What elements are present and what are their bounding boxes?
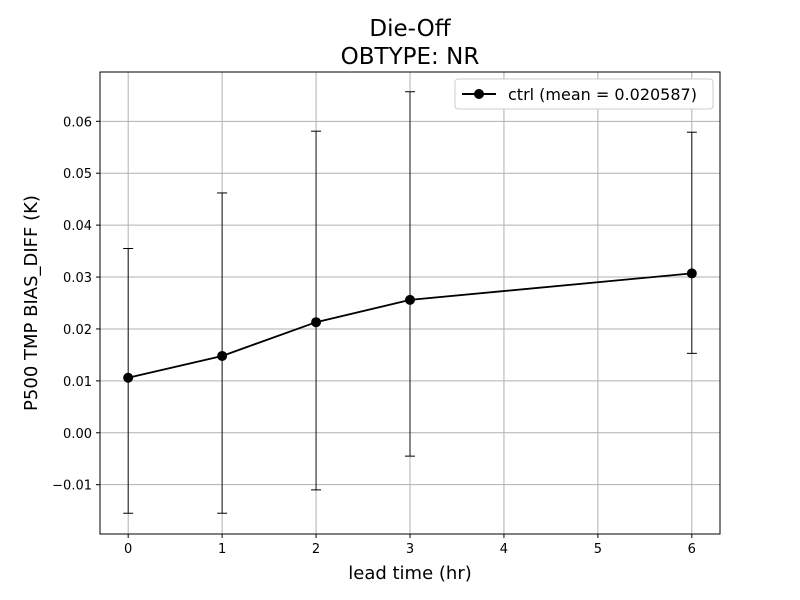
- x-tick-label: 3: [406, 542, 414, 557]
- y-tick-label: 0.03: [63, 271, 92, 286]
- legend: ctrl (mean = 0.020587): [454, 78, 714, 110]
- data-point: [217, 350, 228, 361]
- x-axis-label: lead time (hr): [348, 563, 472, 584]
- legend-label: ctrl (mean = 0.020587): [508, 85, 697, 104]
- chart-title-line-2: OBTYPE: NR: [341, 44, 480, 70]
- data-point: [123, 372, 134, 383]
- y-tick-label: 0.06: [63, 115, 92, 130]
- x-tick-label: 0: [124, 542, 132, 557]
- y-tick-label: 0.05: [63, 167, 92, 182]
- x-tick-label: 5: [594, 542, 602, 557]
- x-axis-ticks: 0 1 2 3 4 5 6: [124, 534, 696, 557]
- y-tick-label: 0.02: [63, 323, 92, 338]
- y-tick-label: 0.01: [63, 375, 92, 390]
- y-axis-label: P500 TMP BIAS_DIFF (K): [21, 195, 42, 411]
- chart-title-line-1: Die-Off: [369, 16, 451, 42]
- y-axis-ticks: −0.01 0.00 0.01 0.02 0.03 0.04 0.05 0.06: [52, 115, 100, 494]
- plot-frame: [99, 71, 721, 535]
- y-tick-label: −0.01: [52, 479, 92, 494]
- y-tick-label: 0.00: [63, 427, 92, 442]
- x-tick-label: 2: [312, 542, 320, 557]
- x-tick-label: 6: [688, 542, 696, 557]
- y-tick-label: 0.04: [63, 219, 92, 234]
- series-markers: [123, 268, 697, 383]
- data-point: [405, 294, 415, 305]
- data-point: [311, 317, 322, 328]
- legend-box: [454, 78, 714, 110]
- data-point: [686, 268, 697, 279]
- x-tick-label: 1: [218, 542, 226, 557]
- x-tick-label: 4: [500, 542, 508, 557]
- legend-marker-swatch: [474, 89, 484, 99]
